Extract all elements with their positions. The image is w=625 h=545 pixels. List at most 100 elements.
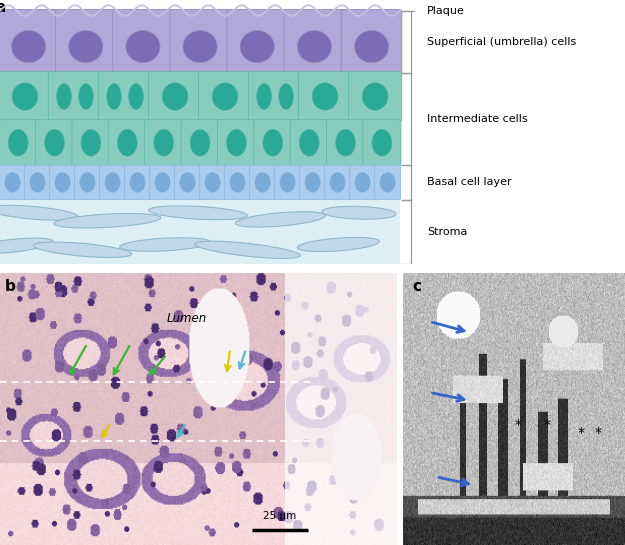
Ellipse shape [129, 83, 144, 110]
Ellipse shape [55, 172, 70, 192]
Ellipse shape [0, 205, 78, 220]
FancyBboxPatch shape [148, 71, 202, 122]
Ellipse shape [336, 129, 356, 156]
FancyBboxPatch shape [363, 120, 401, 166]
Ellipse shape [299, 129, 319, 156]
FancyBboxPatch shape [0, 165, 26, 199]
FancyBboxPatch shape [99, 165, 126, 199]
Ellipse shape [5, 172, 20, 192]
FancyBboxPatch shape [350, 165, 376, 199]
FancyBboxPatch shape [72, 120, 110, 166]
Ellipse shape [354, 31, 389, 63]
Ellipse shape [212, 83, 238, 110]
Text: Basal cell layer: Basal cell layer [427, 177, 512, 187]
FancyBboxPatch shape [349, 71, 402, 122]
Ellipse shape [312, 83, 338, 110]
Ellipse shape [194, 241, 301, 258]
Ellipse shape [355, 172, 371, 192]
FancyBboxPatch shape [124, 165, 151, 199]
Ellipse shape [56, 83, 71, 110]
Text: Lumen: Lumen [167, 312, 207, 325]
Ellipse shape [118, 129, 138, 156]
FancyBboxPatch shape [181, 120, 219, 166]
Ellipse shape [8, 129, 28, 156]
FancyBboxPatch shape [198, 71, 252, 122]
Ellipse shape [240, 31, 274, 63]
Ellipse shape [255, 172, 271, 192]
FancyBboxPatch shape [0, 120, 38, 166]
FancyBboxPatch shape [249, 165, 276, 199]
Ellipse shape [330, 172, 346, 192]
FancyBboxPatch shape [174, 165, 201, 199]
Ellipse shape [0, 238, 53, 253]
Text: 25 μm: 25 μm [263, 511, 296, 521]
Ellipse shape [262, 129, 283, 156]
Bar [0, 199, 400, 264]
Text: Superficial (umbrella) cells: Superficial (umbrella) cells [427, 37, 576, 47]
FancyBboxPatch shape [74, 165, 101, 199]
Ellipse shape [190, 129, 210, 156]
Ellipse shape [155, 172, 170, 192]
Text: *: * [544, 418, 551, 432]
Text: c: c [412, 279, 421, 294]
FancyBboxPatch shape [284, 9, 344, 74]
Ellipse shape [149, 206, 248, 220]
Ellipse shape [79, 83, 94, 110]
Ellipse shape [80, 172, 95, 192]
Ellipse shape [11, 31, 46, 63]
Ellipse shape [162, 83, 188, 110]
FancyBboxPatch shape [108, 120, 146, 166]
Text: b: b [5, 279, 16, 294]
Ellipse shape [120, 238, 210, 251]
Ellipse shape [180, 172, 195, 192]
Ellipse shape [298, 238, 379, 252]
Ellipse shape [298, 31, 331, 63]
Ellipse shape [305, 172, 321, 192]
FancyBboxPatch shape [341, 9, 402, 74]
Text: Stroma: Stroma [427, 227, 468, 237]
FancyBboxPatch shape [170, 9, 230, 74]
Ellipse shape [44, 129, 64, 156]
FancyBboxPatch shape [326, 120, 364, 166]
Text: Plaque: Plaque [427, 5, 465, 16]
Ellipse shape [34, 242, 131, 257]
Ellipse shape [81, 129, 101, 156]
Ellipse shape [183, 31, 218, 63]
Text: a: a [0, 0, 6, 15]
Ellipse shape [380, 172, 396, 192]
Ellipse shape [257, 83, 272, 110]
Ellipse shape [12, 83, 38, 110]
FancyBboxPatch shape [274, 165, 301, 199]
Ellipse shape [154, 129, 174, 156]
FancyBboxPatch shape [144, 120, 182, 166]
FancyBboxPatch shape [299, 165, 326, 199]
Text: Intermediate cells: Intermediate cells [427, 114, 528, 124]
Ellipse shape [279, 83, 294, 110]
FancyBboxPatch shape [199, 165, 226, 199]
FancyBboxPatch shape [112, 9, 173, 74]
FancyBboxPatch shape [98, 71, 152, 122]
FancyBboxPatch shape [0, 71, 52, 122]
Ellipse shape [236, 211, 326, 227]
FancyBboxPatch shape [325, 165, 351, 199]
Ellipse shape [69, 31, 103, 63]
Text: *: * [515, 418, 522, 432]
Ellipse shape [126, 31, 160, 63]
Ellipse shape [54, 214, 161, 228]
Ellipse shape [106, 83, 121, 110]
FancyBboxPatch shape [49, 165, 76, 199]
Ellipse shape [130, 172, 145, 192]
FancyBboxPatch shape [24, 165, 51, 199]
FancyBboxPatch shape [290, 120, 328, 166]
FancyBboxPatch shape [224, 165, 251, 199]
Ellipse shape [226, 129, 246, 156]
FancyBboxPatch shape [56, 9, 116, 74]
Ellipse shape [372, 129, 392, 156]
FancyBboxPatch shape [375, 165, 401, 199]
Text: *: * [595, 426, 602, 440]
Ellipse shape [205, 172, 221, 192]
FancyBboxPatch shape [149, 165, 176, 199]
FancyBboxPatch shape [227, 9, 288, 74]
FancyBboxPatch shape [248, 71, 302, 122]
Ellipse shape [230, 172, 246, 192]
